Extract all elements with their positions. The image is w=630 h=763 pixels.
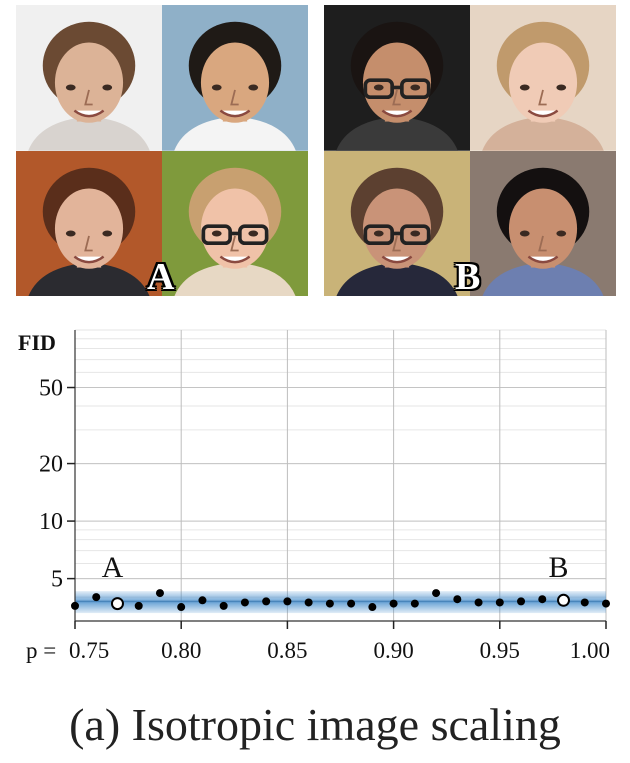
data-point [410,599,419,608]
x-tick-label: 0.90 [373,638,413,663]
data-point [71,601,79,610]
chart-axes [67,330,607,629]
data-point [92,593,101,602]
x-tick-label: 0.75 [69,638,109,663]
data-point [347,599,356,608]
data-point [134,601,143,610]
data-point [602,599,610,608]
grid-label-b: B [455,256,481,298]
face-photo [16,150,162,296]
point-annotation: A [102,551,124,584]
data-point [389,599,398,608]
face-photo [162,5,308,151]
x-tick-label: 1.00 [570,638,610,663]
confidence-band [75,591,606,614]
chart-labels: 5 10 20 50 FID p = 0.75 0.80 0.85 0.90 0.95 1.00 A B [18,330,610,663]
x-tick-label: 0.95 [480,638,520,663]
data-point [219,601,228,610]
x-tick-label: 0.85 [267,638,307,663]
data-point [474,598,483,607]
data-point [177,603,186,612]
y-tick-label: 20 [39,452,63,478]
data-point [432,589,441,598]
image-grid-b [324,5,616,296]
face-photo [162,150,308,296]
x-tick-label: 0.80 [161,638,201,663]
chart-grid [74,329,607,622]
point-annotation: B [549,551,569,584]
data-point [517,597,526,606]
grid-label-a: A [147,256,175,298]
data-point [155,589,164,598]
face-photo [470,5,616,151]
data-point [304,598,313,607]
y-tick-label: 5 [51,567,63,593]
highlight-point [557,593,571,607]
face-photo [324,150,470,296]
x-axis-prefix: p = [26,638,56,663]
face-photo [324,5,470,151]
highlight-point [110,597,124,611]
image-grid-a [16,5,308,296]
data-point [538,595,547,604]
data-point [240,598,249,607]
data-point [368,603,377,612]
face-photo [16,5,162,151]
y-tick-label: 50 [39,376,63,402]
data-point [283,597,292,606]
y-axis-label: FID [18,330,56,355]
data-point [453,595,462,604]
y-tick-label: 10 [39,509,63,535]
face-photo [470,150,616,296]
fid-chart: 5 10 20 50 FID p = 0.75 0.80 0.85 0.90 0.95 1.00 A B [18,329,610,663]
data-point [262,597,271,606]
figure-caption: (a) Isotropic image scaling [69,699,561,750]
data-points [71,589,610,612]
data-point [198,596,207,605]
data-point [580,598,589,607]
data-point [325,599,334,608]
data-point [495,598,504,607]
